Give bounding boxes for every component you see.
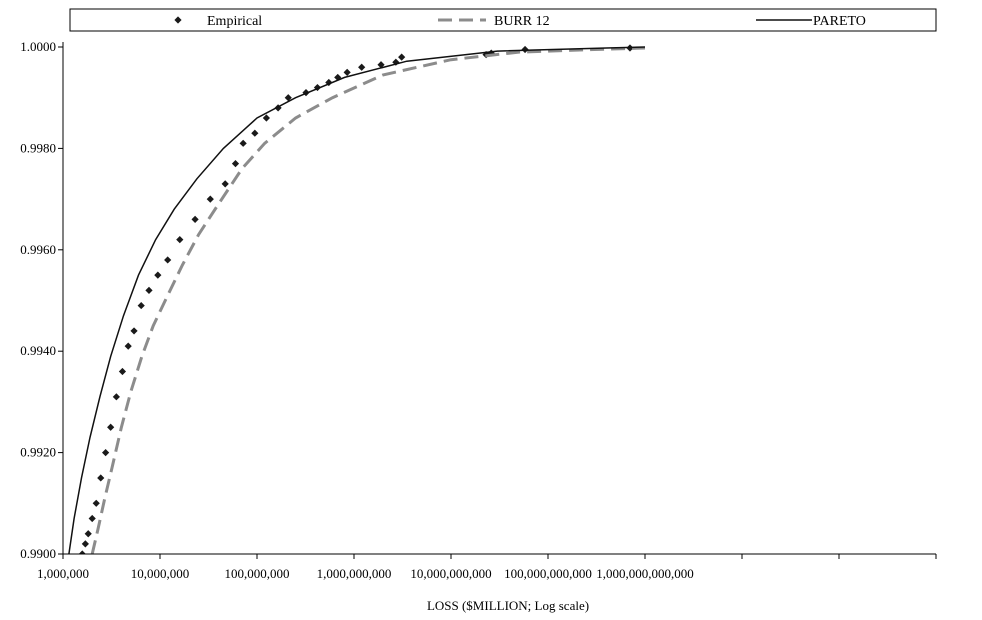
empirical-point xyxy=(92,499,100,507)
empirical-point xyxy=(130,327,138,335)
empirical-point xyxy=(206,195,214,203)
empirical-point xyxy=(145,286,153,294)
y-tick-label: 0.9940 xyxy=(20,343,56,358)
empirical-point xyxy=(88,514,96,523)
x-tick-label: 1,000,000,000,000 xyxy=(596,566,694,581)
empirical-point xyxy=(176,236,184,244)
y-tick-label: 1.0000 xyxy=(20,39,56,54)
x-tick-label: 1,000,000,000 xyxy=(317,566,392,581)
empirical-point xyxy=(262,114,271,122)
empirical-point xyxy=(251,129,259,137)
x-tick-label: 100,000,000 xyxy=(225,566,290,581)
empirical-point xyxy=(377,61,385,69)
empirical-point xyxy=(221,180,229,188)
y-tick-label: 0.9920 xyxy=(20,445,56,460)
empirical-point xyxy=(231,160,240,168)
empirical-point xyxy=(81,540,89,548)
y-tick-label: 0.9900 xyxy=(20,546,56,561)
empirical-point xyxy=(84,530,92,538)
empirical-point xyxy=(78,550,86,554)
x-tick-label: 100,000,000,000 xyxy=(504,566,592,581)
empirical-point xyxy=(521,45,529,54)
empirical-point xyxy=(154,271,162,279)
empirical-point xyxy=(239,139,247,147)
legend-label-empirical: Empirical xyxy=(207,14,262,29)
x-axis-title: LOSS ($MILLION; Log scale) xyxy=(427,598,589,613)
legend-box xyxy=(69,8,937,32)
empirical-point xyxy=(112,393,120,401)
y-tick-label: 0.9980 xyxy=(20,140,56,155)
plot-area xyxy=(68,44,646,554)
x-tick-label: 1,000,000 xyxy=(37,566,89,581)
empirical-point xyxy=(191,215,199,223)
x-tick-label: 10,000,000,000 xyxy=(410,566,491,581)
empirical-point xyxy=(164,256,172,264)
x-tick-label: 10,000,000 xyxy=(131,566,190,581)
legend-label-burr-12: BURR 12 xyxy=(494,14,550,29)
legend-marker-empirical xyxy=(174,16,182,24)
empirical-point xyxy=(358,63,366,71)
empirical-point xyxy=(124,342,132,350)
empirical-point xyxy=(107,423,115,431)
empirical-point xyxy=(118,367,127,376)
legend: Empirical BURR 12 PARETO xyxy=(69,8,937,32)
y-tick-label: 0.9960 xyxy=(20,242,56,257)
empirical-point xyxy=(102,449,110,457)
empirical-point xyxy=(398,53,406,61)
empirical-point xyxy=(137,301,145,310)
empirical-point xyxy=(284,94,292,102)
empirical-point xyxy=(97,474,105,482)
burr-12-line xyxy=(90,46,646,554)
pareto-line xyxy=(68,46,646,554)
legend-label-pareto: PARETO xyxy=(813,14,866,29)
empirical-point xyxy=(487,49,495,57)
axes: 1,000,000 10,000,000 100,000,000 1,000,000,… xyxy=(20,39,937,581)
empirical-point xyxy=(343,68,351,76)
